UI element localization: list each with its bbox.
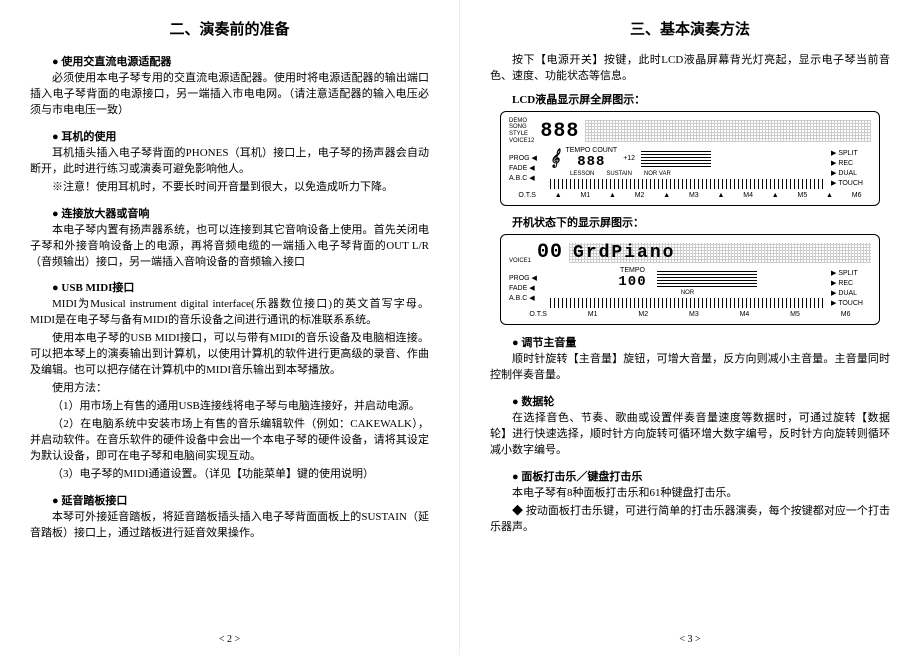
lcd-m4: M4 (743, 192, 753, 199)
section-title: 三、基本演奏方法 (490, 18, 890, 39)
lcd-abc: A.B.C ◀ (509, 174, 544, 182)
heading-amp: ● 连接放大器或音响 (30, 205, 429, 221)
text-volume: 顺时针旋转【主音量】旋钮，可增大音量，反方向则减小主音量。主音量同时控制伴奏音量… (490, 352, 890, 384)
lcd-rec: ▶ REC (831, 159, 871, 167)
section-title: 二、演奏前的准备 (30, 18, 429, 39)
lcd-norvar: NOR VAR (644, 171, 671, 177)
lcd-split-2: ▶ SPLIT (831, 269, 871, 277)
text-midi-6: （3）电子琴的MIDI通道设置。（详见【功能菜单】键的使用说明） (30, 467, 429, 483)
lcd-boot-diagram: VOICE1 00 GrdPiano PROG ◀ FADE ◀ A.B.C ◀… (500, 234, 880, 325)
text-percussion-1: 本电子琴有8种面板打击乐和61种键盘打击乐。 (490, 486, 890, 502)
staff-icon-2 (657, 271, 757, 287)
text-midi-1: MIDI为Musical instrument digital interfac… (30, 297, 429, 329)
text-adapter: 必须使用本电子琴专用的交直流电源适配器。使用时将电源适配器的输出端口插入电子琴背… (30, 71, 429, 119)
lcd-m6: M6 (852, 192, 862, 199)
text-midi-2: 使用本电子琴的USB MIDI接口，可以与带有MIDI的音乐设备及电脑相连接。可… (30, 331, 429, 379)
heading-sustain: ● 延音踏板接口 (30, 492, 429, 508)
lcd-style: STYLE (509, 131, 534, 138)
text-midi-4: （1）用市场上有售的通用USB连接线将电子琴与电脑连接好，并启动电源。 (30, 399, 429, 415)
heading-adapter: ● 使用交直流电源适配器 (30, 53, 429, 69)
lcd-m6-2: M6 (841, 311, 851, 318)
keyboard-icon-2 (550, 298, 825, 308)
lcd-touch: ▶ TOUCH (831, 179, 871, 187)
lcd-m1: M1 (580, 192, 590, 199)
heading-volume: ● 调节主音量 (490, 334, 890, 350)
lcd-m1-2: M1 (588, 311, 598, 318)
lcd-fade: FADE ◀ (509, 164, 544, 172)
lcd-m2: M2 (635, 192, 645, 199)
lcd-tempo-100: 100 (618, 274, 646, 290)
page-number: < 3 > (460, 634, 920, 645)
heading-midi: ● USB MIDI接口 (30, 279, 429, 295)
lcd-voice: VOICE12 (509, 138, 534, 145)
heading-headphone: ● 耳机的使用 (30, 128, 429, 144)
text-amp: 本电子琴内置有扬声器系统，也可以连接到其它音响设备上使用。首先关闭电子琴和外接音… (30, 223, 429, 271)
lcd-ots: O.T.S (518, 192, 536, 199)
keyboard-icon (550, 179, 825, 189)
lcd-rec-2: ▶ REC (831, 279, 871, 287)
lcd-grdpiano: GrdPiano (569, 243, 871, 263)
lcd-dotmatrix (585, 120, 871, 142)
lcd-tempo-label-2: TEMPO (620, 267, 645, 274)
lcd-demo: DEMO (509, 118, 534, 125)
lcd-prog-2: PROG ◀ (509, 274, 544, 282)
lcd-dual-2: ▶ DUAL (831, 289, 871, 297)
lcd-full-diagram: DEMO SONG STYLE VOICE12 888 PROG ◀ FADE … (500, 111, 880, 206)
page-number: < 2 > (0, 634, 459, 645)
lcd-song: SONG (509, 124, 534, 131)
lcd-00: 00 (537, 241, 563, 264)
lcd-dual: ▶ DUAL (831, 169, 871, 177)
lcd-m5-2: M5 (790, 311, 800, 318)
lcd-sustain-lbl: SUSTAIN (606, 171, 632, 177)
lcd-abc-2: A.B.C ◀ (509, 294, 544, 302)
lcd-m4-2: M4 (740, 311, 750, 318)
text-sustain: 本琴可外接延音踏板，将延音踏板插头插入电子琴背面面板上的SUSTAIN（延音踏板… (30, 510, 429, 542)
page-3: 三、基本演奏方法 按下【电源开关】按键，此时LCD液晶屏幕背光灯亮起，显示电子琴… (460, 0, 920, 655)
lcd-full-title: LCD液晶显示屏全屏图示： (512, 91, 890, 107)
lcd-touch-2: ▶ TOUCH (831, 299, 871, 307)
lcd-boot-title: 开机状态下的显示屏图示： (512, 214, 890, 230)
lcd-nor: NOR (550, 290, 825, 296)
lcd-prog: PROG ◀ (509, 154, 544, 162)
page-2: 二、演奏前的准备 ● 使用交直流电源适配器 必须使用本电子琴专用的交直流电源适配… (0, 0, 460, 655)
lcd-m3-2: M3 (689, 311, 699, 318)
lcd-plus12: +12 (623, 155, 635, 162)
text-intro: 按下【电源开关】按键，此时LCD液晶屏幕背光灯亮起，显示电子琴当前音色、速度、功… (490, 53, 890, 85)
staff-icon (641, 151, 711, 167)
lcd-m2-2: M2 (638, 311, 648, 318)
lcd-ots-2: O.T.S (529, 311, 547, 318)
text-datawheel: 在选择音色、节奏、歌曲或设置伴奏音量速度等数据时，可通过旋转【数据轮】进行快速选… (490, 411, 890, 459)
treble-clef-icon: 𝄞 (550, 150, 559, 168)
lcd-voice1: VOICE1 (509, 258, 531, 265)
lcd-lesson: LESSON (570, 171, 594, 177)
heading-datawheel: ● 数据轮 (490, 393, 890, 409)
text-midi-5: （2）在电脑系统中安装市场上有售的音乐编辑软件（例如：CAKEWALK），并启动… (30, 417, 429, 465)
lcd-split: ▶ SPLIT (831, 149, 871, 157)
text-headphone: 耳机插头插入电子琴背面的PHONES（耳机）接口上，电子琴的扬声器会自动断开，此… (30, 146, 429, 178)
heading-percussion: ● 面板打击乐／键盘打击乐 (490, 468, 890, 484)
text-midi-3: 使用方法： (30, 381, 429, 397)
lcd-fade-2: FADE ◀ (509, 284, 544, 292)
lcd-tempo-label: TEMPO COUNT (565, 147, 617, 154)
text-percussion-2: ◆ 按动面板打击乐键，可进行简单的打击乐器演奏，每个按键都对应一个打击乐器声。 (490, 504, 890, 536)
text-headphone-note: ※注意！使用耳机时，不要长时间开音量到很大，以免造成听力下降。 (30, 180, 429, 196)
lcd-seg-main: 888 (540, 120, 579, 143)
lcd-tempo-val: 888 (577, 154, 605, 170)
lcd-m5: M5 (798, 192, 808, 199)
lcd-m3: M3 (689, 192, 699, 199)
